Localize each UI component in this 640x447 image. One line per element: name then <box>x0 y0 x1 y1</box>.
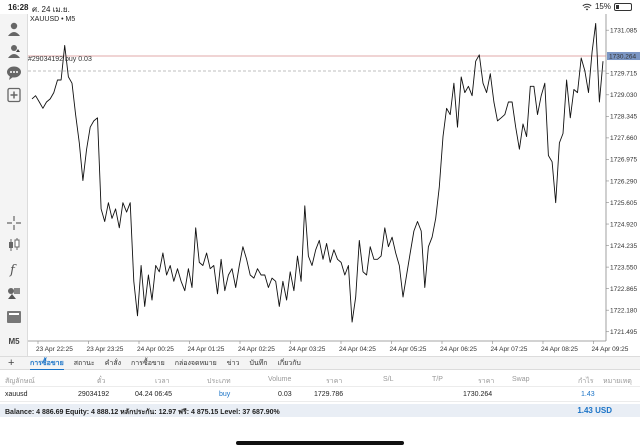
tab-news[interactable]: ข่าว <box>226 360 240 367</box>
x-tick-label: 24 Apr 00:25 <box>137 346 174 353</box>
col-comment[interactable]: หมายเหตุ <box>603 378 632 385</box>
x-tick-label: 24 Apr 05:25 <box>390 346 427 353</box>
status-icons: 15% <box>582 2 632 11</box>
x-tick-label: 24 Apr 07:25 <box>491 346 528 353</box>
tab-journal[interactable]: บันทึก <box>249 360 268 367</box>
tab-status[interactable]: สถานะ <box>73 360 95 367</box>
account-icon[interactable] <box>4 20 24 38</box>
y-tick-label: 1725.605 <box>610 200 637 207</box>
x-tick-label: 24 Apr 04:25 <box>339 346 376 353</box>
trade-icon[interactable] <box>4 42 24 60</box>
table-header: สัญลักษณ์ ตั๋ว เวลา ประเภท Volume ราคา S… <box>0 372 640 387</box>
row-symbol: xauusd <box>5 391 28 398</box>
col-sl[interactable]: S/L <box>383 376 394 383</box>
chat-icon[interactable] <box>4 64 24 82</box>
date: ศ. 24 เม.ย. <box>32 5 70 14</box>
x-tick-label: 24 Apr 01:25 <box>188 346 225 353</box>
current-price-tag-label: 1730.264 <box>609 53 636 60</box>
row-time: 04.24 06:45 <box>135 391 172 398</box>
y-tick-label: 1724.235 <box>610 243 637 250</box>
left-toolbar: f M5 <box>0 14 28 356</box>
positions-table: สัญลักษณ์ ตั๋ว เวลา ประเภท Volume ราคา S… <box>0 372 640 402</box>
y-tick-label: 1728.345 <box>610 114 637 121</box>
candles-icon[interactable] <box>4 236 24 254</box>
col-volume[interactable]: Volume <box>268 376 292 383</box>
row-type: buy <box>219 391 231 398</box>
col-swap[interactable]: Swap <box>512 376 530 383</box>
wifi-icon <box>582 3 592 10</box>
current-price-tag <box>607 52 640 61</box>
y-tick-label: 1731.085 <box>610 27 637 34</box>
x-tick-label: 24 Apr 09:25 <box>592 346 629 353</box>
col-symbol[interactable]: สัญลักษณ์ <box>5 378 35 385</box>
row-price: 1729.786 <box>314 391 344 398</box>
col-time[interactable]: เวลา <box>155 378 170 385</box>
col-price[interactable]: ราคา <box>326 378 343 385</box>
col-profit[interactable]: กำไร <box>578 378 594 385</box>
price-chart[interactable]: 1731.085 1729.715 1729.030 1728.345 1727.660… <box>28 14 640 356</box>
timeframe-label[interactable]: M5 <box>8 336 20 346</box>
tab-about[interactable]: เกี่ยวกับ <box>277 360 301 367</box>
x-tick-label: 24 Apr 03:25 <box>289 346 326 353</box>
table-row[interactable]: xauusd 29034192 04.24 06:45 buy 0.03 172… <box>0 387 640 402</box>
y-tick-label: 1721.495 <box>610 329 637 336</box>
row-current-price: 1730.264 <box>463 391 493 398</box>
balance-summary: Balance: 4 886.69 Equity: 4 888.12 หลักป… <box>5 409 280 416</box>
x-tick-label: 24 Apr 06:25 <box>440 346 477 353</box>
timeframe-icon[interactable] <box>4 308 24 326</box>
indicator-icon[interactable]: f <box>4 260 24 278</box>
y-tick-label: 1727.660 <box>610 135 637 142</box>
x-tick-label: 23 Apr 22:25 <box>36 346 73 353</box>
y-tick-label: 1729.030 <box>610 92 637 99</box>
y-tick-label: 1724.920 <box>610 221 637 228</box>
tab-history[interactable]: การซื้อขาย <box>131 360 165 367</box>
y-tick-label: 1722.180 <box>610 307 637 314</box>
status-bar: 16:28 ศ. 24 เม.ย. 15% <box>0 0 640 14</box>
col-ticket[interactable]: ตั๋ว <box>97 378 106 385</box>
balance-bar: Balance: 4 886.69 Equity: 4 888.12 หลักป… <box>0 404 640 417</box>
order-line-label[interactable]: #29034192 buy 0.03 <box>28 56 92 63</box>
y-tick-label: 1722.865 <box>610 286 637 293</box>
x-tick-label: 23 Apr 23:25 <box>87 346 124 353</box>
col-tp[interactable]: T/P <box>432 376 443 383</box>
objects-icon[interactable] <box>4 284 24 302</box>
home-indicator[interactable] <box>236 441 404 445</box>
chart-canvas[interactable]: 1731.085 1729.715 1729.030 1728.345 1727.660… <box>28 14 640 356</box>
crosshair-icon[interactable] <box>4 214 24 232</box>
terminal-tabbar: + การซื้อขาย สถานะ คำสั่ง การซื้อขาย กล่… <box>0 356 640 370</box>
tab-orders[interactable]: คำสั่ง <box>104 360 122 367</box>
tab-mailbox[interactable]: กล่องจดหมาย <box>174 360 217 367</box>
y-tick-label: 1723.550 <box>610 264 637 271</box>
chart-symbol-title: XAUUSD • M5 <box>30 16 76 23</box>
clock: 16:28 <box>8 3 29 12</box>
add-icon[interactable]: + <box>8 357 15 369</box>
total-profit: 1.43 USD <box>577 406 612 415</box>
battery-percent: 15% <box>594 2 611 11</box>
row-profit: 1.43 <box>581 391 595 398</box>
price-series-line <box>31 22 604 323</box>
x-tick-label: 24 Apr 08:25 <box>541 346 578 353</box>
y-tick-label: 1729.715 <box>610 71 637 78</box>
y-tick-label: 1726.290 <box>610 178 637 185</box>
battery-icon <box>614 2 632 11</box>
y-tick-label: 1726.975 <box>610 157 637 164</box>
x-tick-label: 24 Apr 02:25 <box>238 346 275 353</box>
new-order-icon[interactable] <box>4 86 24 104</box>
svg-text:f: f <box>9 263 17 277</box>
tab-trade[interactable]: การซื้อขาย <box>30 358 64 370</box>
row-ticket: 29034192 <box>78 391 110 398</box>
col-type[interactable]: ประเภท <box>207 378 231 385</box>
tab-list: การซื้อขาย สถานะ คำสั่ง การซื้อขาย กล่อง… <box>30 357 301 370</box>
row-volume: 0.03 <box>278 391 292 398</box>
col-current-price[interactable]: ราคา <box>478 378 495 385</box>
